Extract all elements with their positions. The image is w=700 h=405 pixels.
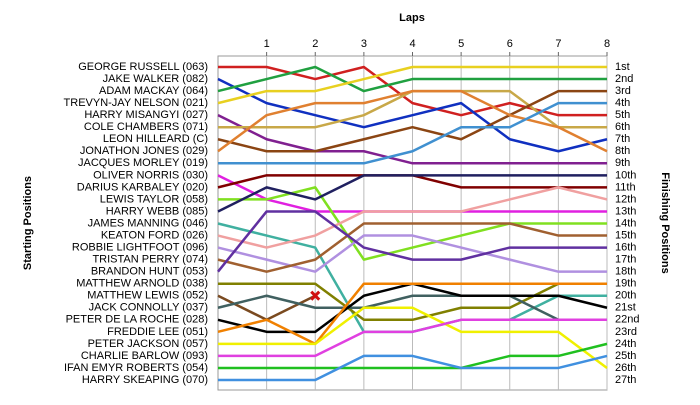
finish-label: 23rd [615,326,637,338]
driver-label: HARRY WEBB (085) [106,205,208,217]
finish-label: 26th [615,362,636,374]
driver-label: ROBBIE LIGHTFOOT (096) [72,241,208,253]
finish-label: 7th [615,133,630,145]
driver-label: HARRY SKEAPING (070) [82,374,208,386]
x-tick-label: 8 [604,38,610,50]
chart-title: Laps [399,12,425,24]
driver-label: HARRY MISANGYI (027) [84,109,208,121]
lap-line [218,186,607,261]
finish-label: 16th [615,241,636,253]
finish-label: 11th [615,181,636,193]
lap-line [218,101,607,165]
lap-line [217,89,608,153]
lap-line [218,354,608,382]
x-tick-label: 3 [361,38,367,50]
driver-label: ADAM MACKAY (064) [99,85,208,97]
x-tick-label: 2 [312,38,318,50]
driver-label: TREVYN-JAY NELSON (021) [64,97,208,109]
lap-line [217,186,608,249]
lap-line [217,222,607,273]
driver-label: GEORGE RUSSELL (063) [78,61,208,73]
lap-line [218,342,608,370]
finish-label: 18th [615,266,636,278]
finish-label: 2nd [615,73,633,85]
finish-label: 12th [615,193,636,205]
driver-label: BRANDON HUNT (053) [91,266,208,278]
driver-label: TRISTAN PERRY (074) [92,254,208,266]
driver-label: LEON HILLEARD (C) [103,133,208,145]
driver-label: JONATHON JONES (029) [80,145,208,157]
driver-label: DARIUS KARBALEY (020) [77,181,208,193]
x-tick-label: 6 [507,38,513,50]
finish-label: 17th [615,254,636,266]
lap-line [217,294,607,322]
driver-label: JACK CONNOLLY (037) [89,302,208,314]
finish-label: 14th [615,217,636,229]
finish-label: 10th [615,169,636,181]
finish-label: 13th [615,205,636,217]
finish-label: 1st [615,61,630,73]
finish-label: 25th [615,350,636,362]
finish-label: 20th [615,290,636,302]
driver-label: KEATON FORD (026) [101,229,208,241]
driver-label: COLE CHAMBERS (071) [84,121,208,133]
finish-label: 5th [615,109,630,121]
y-axis-label: Starting Positions [22,176,34,270]
x-tick-label: 1 [264,38,270,50]
driver-label: OLIVER NORRIS (030) [93,169,208,181]
finish-label: 3rd [615,85,631,97]
lap-line [218,306,608,369]
driver-label: PETER JACKSON (057) [88,338,208,350]
driver-label: JAKE WALKER (082) [103,73,208,85]
lap-line [217,65,607,105]
driver-label: JACQUES MORLEY (019) [78,157,208,169]
finish-label: 19th [615,278,636,290]
finish-label: 15th [615,229,636,241]
lap-line [217,282,607,346]
finish-label: 27th [615,374,636,386]
driver-label: CHARLIE BARLOW (093) [81,350,208,362]
x-tick-label: 4 [409,38,415,50]
lap-line [217,174,607,213]
lap-line [218,318,607,358]
lap-line [217,77,608,153]
driver-label: LEWIS TAYLOR (058) [100,193,208,205]
finish-label: 9th [615,157,630,169]
finish-label: 6th [615,121,630,133]
driver-label: PETER DE LA ROCHE (028) [66,314,208,326]
driver-label: MATTHEW LEWIS (052) [87,290,208,302]
driver-label: IFAN EMYR ROBERTS (054) [64,362,208,374]
x-tick-label: 5 [458,38,464,50]
lap-line [217,89,607,153]
retired-marker [310,290,321,301]
driver-label: JAMES MANNING (046) [88,217,208,229]
driver-label: MATTHEW ARNOLD (038) [76,278,208,290]
lap-line [217,114,607,165]
finish-label: 21st [615,302,636,314]
lap-line [217,210,607,273]
finish-label: 8th [615,145,630,157]
finish-label: 24th [615,338,636,350]
driver-label: FREDDIE LEE (051) [107,326,208,338]
x-tick-label: 7 [555,38,561,50]
finish-label: 22nd [615,314,639,326]
lap-line [217,234,607,273]
lap-line [218,282,607,322]
lap-line [217,65,607,93]
y2-axis-label: Finishing Positions [659,172,671,273]
finish-label: 4th [615,97,630,109]
